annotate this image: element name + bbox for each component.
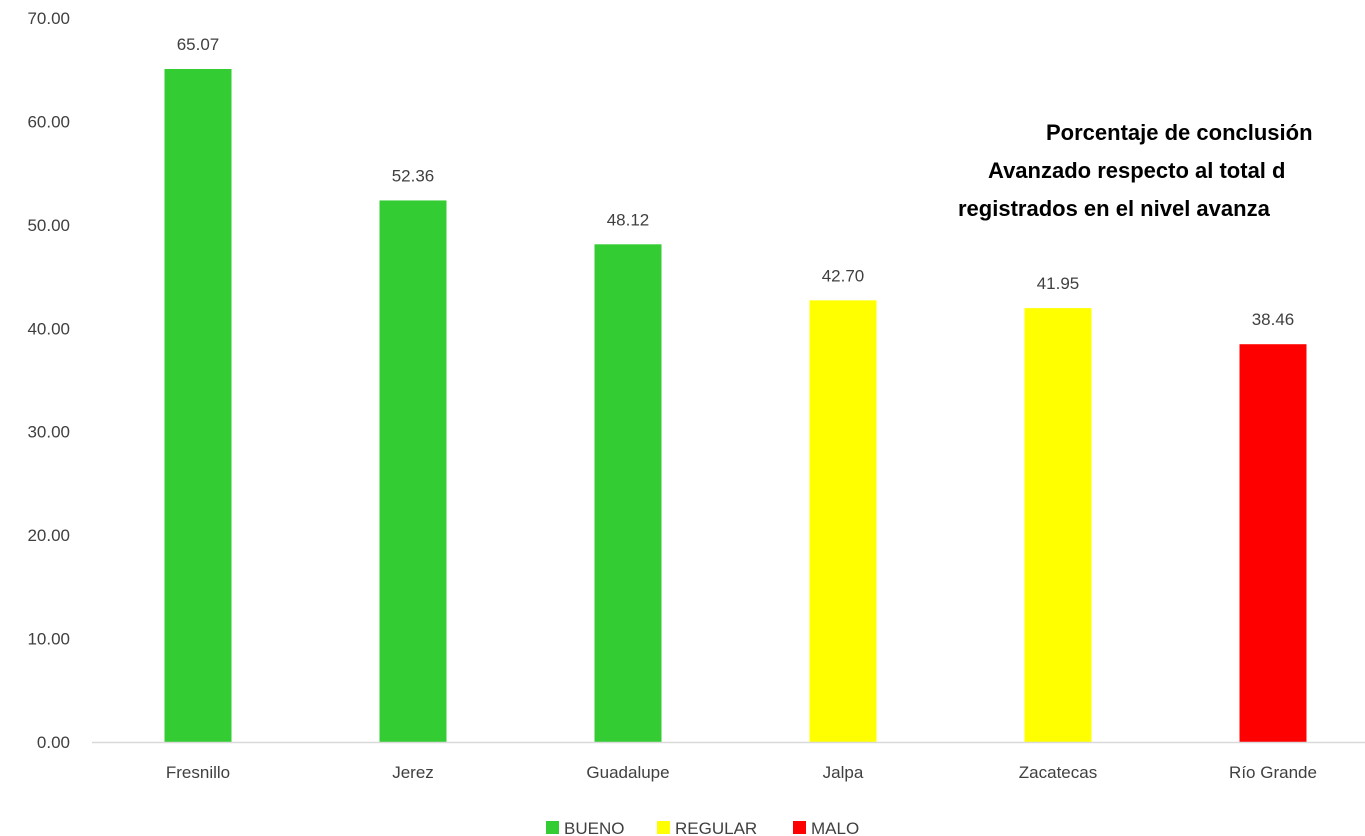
category-label: Fresnillo [166,763,230,782]
bar-río-grande [1239,344,1307,742]
category-labels: Fresnillo Jerez Guadalupe Jalpa Zacatecas Río… [166,763,1317,782]
chart-title-line: Porcentaje de conclusión [1046,120,1313,145]
data-label: 52.36 [392,166,435,185]
y-tick-label: 50.00 [27,216,70,235]
y-tick-label: 60.00 [27,112,70,131]
y-tick-label: 10.00 [27,630,70,649]
data-label: 48.12 [607,210,650,229]
legend-swatch-regular [657,821,670,834]
data-labels: 65.07 52.36 48.12 42.70 41.95 38.46 [177,35,1295,329]
y-tick-label: 30.00 [27,423,70,442]
bar-jalpa [809,300,877,742]
y-tick-label: 0.00 [37,733,70,752]
category-label: Jalpa [823,763,864,782]
y-tick-label: 40.00 [27,319,70,338]
legend-swatch-bueno [546,821,559,834]
chart-title: Porcentaje de conclusión Avanzado respect… [958,120,1313,221]
legend-label: MALO [811,819,859,836]
legend-label: BUENO [564,819,624,836]
data-label: 42.70 [822,266,865,285]
y-axis-ticks: 0.00 10.00 20.00 30.00 40.00 50.00 60.00 70.00 [27,9,70,752]
y-tick-label: 20.00 [27,526,70,545]
category-label: Jerez [392,763,434,782]
chart-title-line: Avanzado respecto al total d [988,158,1285,183]
chart-title-line: registrados en el nivel avanza [958,196,1271,221]
legend-label: REGULAR [675,819,757,836]
bar-fresnillo [164,68,232,742]
data-label: 65.07 [177,35,220,54]
legend-swatch-malo [793,821,806,834]
data-label: 38.46 [1252,310,1295,329]
category-label: Zacatecas [1019,763,1097,782]
y-tick-label: 70.00 [27,9,70,28]
category-label: Guadalupe [586,763,669,782]
bar-guadalupe [594,244,662,743]
data-label: 41.95 [1037,274,1080,293]
legend: BUENO REGULAR MALO [546,819,859,836]
category-label: Río Grande [1229,763,1317,782]
bar-jerez [379,200,447,742]
bar-zacatecas [1024,308,1092,742]
bars [164,68,1307,743]
